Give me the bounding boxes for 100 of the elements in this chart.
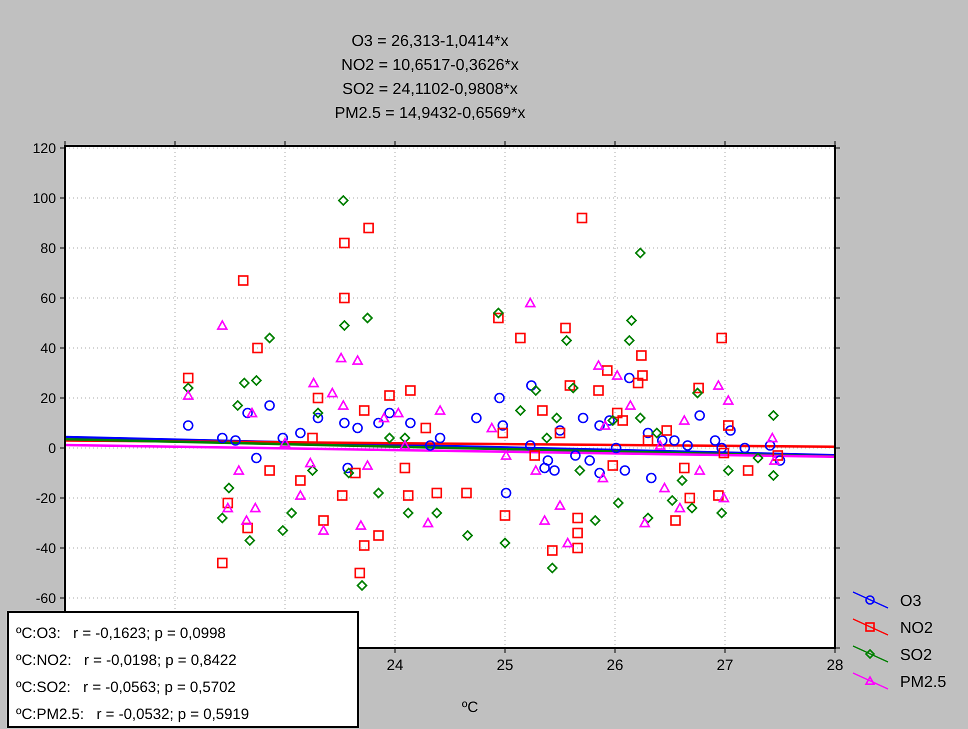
point — [500, 488, 512, 498]
point — [217, 320, 228, 330]
point — [232, 400, 243, 411]
point — [182, 382, 194, 394]
point — [217, 432, 228, 444]
y-tick-label: 20 — [40, 390, 56, 406]
point — [352, 422, 363, 434]
point — [305, 458, 316, 468]
point — [239, 378, 250, 388]
point — [642, 428, 654, 438]
point — [494, 392, 505, 404]
point — [624, 335, 635, 346]
point — [679, 415, 690, 425]
point — [542, 432, 552, 444]
point — [384, 432, 395, 444]
point — [608, 415, 618, 426]
point — [526, 380, 537, 391]
point — [327, 388, 338, 398]
point — [635, 412, 646, 424]
point — [312, 412, 324, 424]
y-tick-label: 40 — [40, 340, 56, 356]
y-tick-label: -60 — [36, 590, 56, 606]
text-box: ºC:O3: r = -0,1623; p = 0,0998 ºC:NO2: r = -0,0198; p = 0,8422 ºC:SO2: r = -0,0563; p = 0,5702 ºC:PM2.5: r = -0,0532; p = 0,5919 — [7, 611, 359, 728]
point — [568, 382, 578, 394]
point — [393, 408, 404, 418]
point — [344, 468, 354, 478]
point — [561, 335, 572, 346]
point — [625, 400, 636, 410]
point — [356, 580, 368, 591]
y-tick-label: -20 — [36, 490, 56, 506]
legend-label: O3 — [900, 593, 922, 610]
point — [356, 520, 366, 530]
point — [590, 515, 600, 526]
point — [551, 412, 562, 424]
point — [318, 525, 329, 535]
point — [716, 442, 727, 454]
x-tick-label: 24 — [386, 657, 404, 674]
y-tick-label: 120 — [32, 140, 56, 156]
point — [626, 315, 637, 326]
point — [182, 390, 194, 400]
point — [251, 375, 262, 386]
point — [278, 432, 288, 444]
point — [740, 442, 750, 454]
point — [462, 530, 473, 541]
point — [400, 432, 410, 444]
point — [230, 435, 241, 446]
point — [307, 465, 318, 476]
point — [578, 412, 588, 424]
point — [657, 435, 668, 446]
point — [694, 465, 705, 475]
point — [486, 422, 498, 432]
point — [570, 450, 581, 461]
point — [278, 525, 288, 536]
point — [654, 440, 666, 450]
point — [652, 428, 662, 438]
point — [405, 418, 416, 428]
point — [530, 465, 542, 475]
x-tick-label: 26 — [606, 657, 624, 674]
point — [182, 420, 194, 431]
legend-label: PM2.5 — [900, 674, 946, 691]
point — [642, 512, 654, 524]
point — [574, 465, 586, 476]
point — [718, 492, 730, 502]
point — [264, 332, 275, 344]
point — [554, 500, 566, 510]
point — [530, 385, 542, 396]
point — [593, 360, 604, 370]
y-tick-label: 80 — [40, 240, 56, 256]
point — [424, 440, 436, 451]
point — [362, 460, 373, 470]
point — [422, 518, 434, 528]
point — [624, 372, 635, 384]
point — [280, 438, 290, 448]
point — [542, 455, 554, 466]
y-tick-label: 0 — [48, 440, 56, 456]
point — [224, 482, 234, 494]
point — [769, 455, 780, 465]
point — [674, 502, 686, 512]
x-tick-label: 27 — [716, 657, 734, 674]
annotation: ºC:O3: r = -0,1623; p = 0,0998 — [16, 625, 226, 642]
point — [676, 475, 688, 486]
point — [584, 455, 595, 466]
point — [594, 468, 605, 478]
point — [547, 562, 558, 574]
point — [646, 472, 657, 484]
point — [308, 378, 319, 388]
point — [471, 412, 482, 424]
legend-label: SO2 — [900, 647, 932, 664]
point — [768, 410, 779, 421]
point — [620, 465, 630, 476]
y-tick-label: 100 — [32, 190, 56, 206]
point — [610, 442, 622, 454]
point — [234, 465, 244, 475]
point — [562, 538, 573, 548]
point — [217, 512, 228, 524]
point — [336, 352, 346, 362]
point — [525, 440, 536, 451]
point — [352, 355, 363, 365]
point — [692, 388, 703, 398]
point — [244, 535, 256, 546]
